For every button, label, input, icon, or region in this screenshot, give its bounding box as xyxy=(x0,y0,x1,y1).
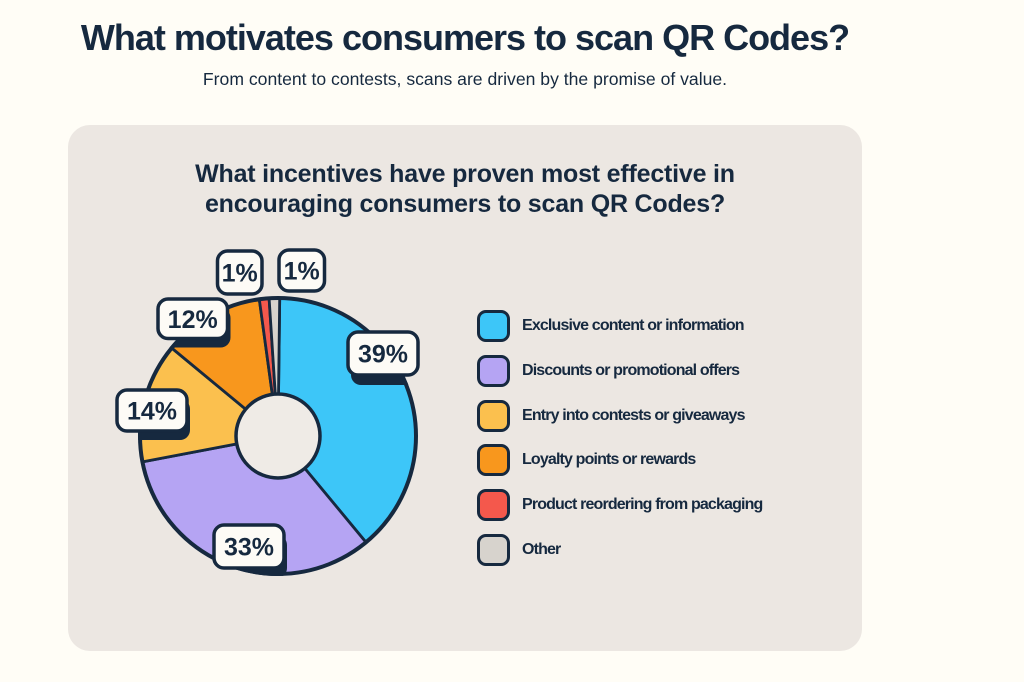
svg-text:1%: 1% xyxy=(284,258,320,286)
svg-text:1%: 1% xyxy=(222,260,258,288)
svg-text:12%: 12% xyxy=(168,306,218,334)
svg-text:33%: 33% xyxy=(224,534,274,562)
svg-text:14%: 14% xyxy=(127,398,177,426)
svg-text:39%: 39% xyxy=(358,341,408,369)
